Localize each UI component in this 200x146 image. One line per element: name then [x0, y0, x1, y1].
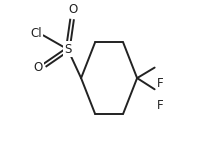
Text: O: O — [68, 3, 77, 16]
Text: S: S — [64, 43, 71, 56]
Text: Cl: Cl — [30, 27, 42, 40]
Text: O: O — [33, 61, 43, 74]
Text: F: F — [157, 99, 163, 112]
Text: F: F — [157, 77, 163, 90]
